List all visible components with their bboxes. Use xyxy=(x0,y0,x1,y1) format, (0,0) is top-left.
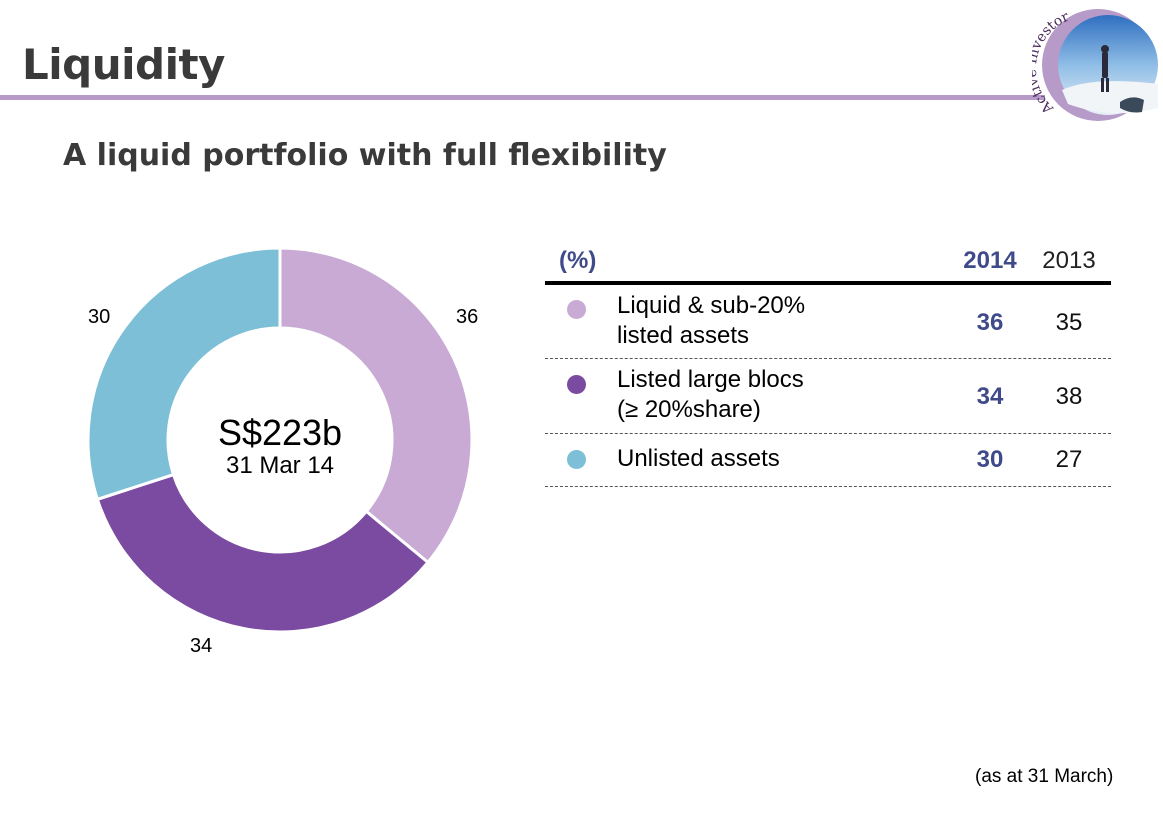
allocation-table: (%) 2014 2013 Liquid & sub-20% listed as… xyxy=(545,243,1111,487)
table-row: Listed large blocs (≥ 20%share) 34 38 xyxy=(545,359,1111,434)
page-title: Liquidity xyxy=(22,40,225,89)
footnote: (as at 31 March) xyxy=(975,766,1114,787)
table-header: (%) 2014 2013 xyxy=(545,243,1111,285)
slice-label-liquid: 36 xyxy=(456,306,479,328)
row-label: Unlisted assets xyxy=(617,445,780,472)
value-2014: 34 xyxy=(976,383,1004,410)
slice-label-listed-blocs: 34 xyxy=(190,635,213,657)
legend-dot xyxy=(567,300,586,319)
table-row: Liquid & sub-20% listed assets 36 35 xyxy=(545,285,1111,359)
legend-dot xyxy=(567,375,586,394)
donut-chart xyxy=(86,246,474,634)
value-2013: 35 xyxy=(1055,309,1083,336)
slice-unlisted xyxy=(86,246,282,502)
value-2013: 38 xyxy=(1055,383,1083,410)
value-2013: 27 xyxy=(1055,446,1083,473)
title-divider xyxy=(0,95,1045,100)
header-2013: 2013 xyxy=(1042,247,1096,274)
value-2014: 30 xyxy=(976,446,1004,473)
header-2014: 2014 xyxy=(963,247,1017,274)
active-investor-badge: Active Investor xyxy=(1032,9,1158,121)
value-2014: 36 xyxy=(976,309,1004,336)
row-label: Liquid & sub-20% listed assets xyxy=(617,292,806,349)
table-row: Unlisted assets 30 27 xyxy=(545,434,1111,487)
slice-liquid xyxy=(278,246,474,565)
subtitle: A liquid portfolio with full flexibility xyxy=(63,138,667,173)
unit-header: (%) xyxy=(559,247,597,274)
slice-label-unlisted: 30 xyxy=(88,306,111,328)
slice-listed-blocs xyxy=(95,472,431,634)
legend-dot xyxy=(567,450,586,469)
row-label: Listed large blocs (≥ 20%share) xyxy=(617,366,804,423)
center-date: 31 Mar 14 xyxy=(225,452,335,479)
center-total: S$223b xyxy=(217,412,343,453)
